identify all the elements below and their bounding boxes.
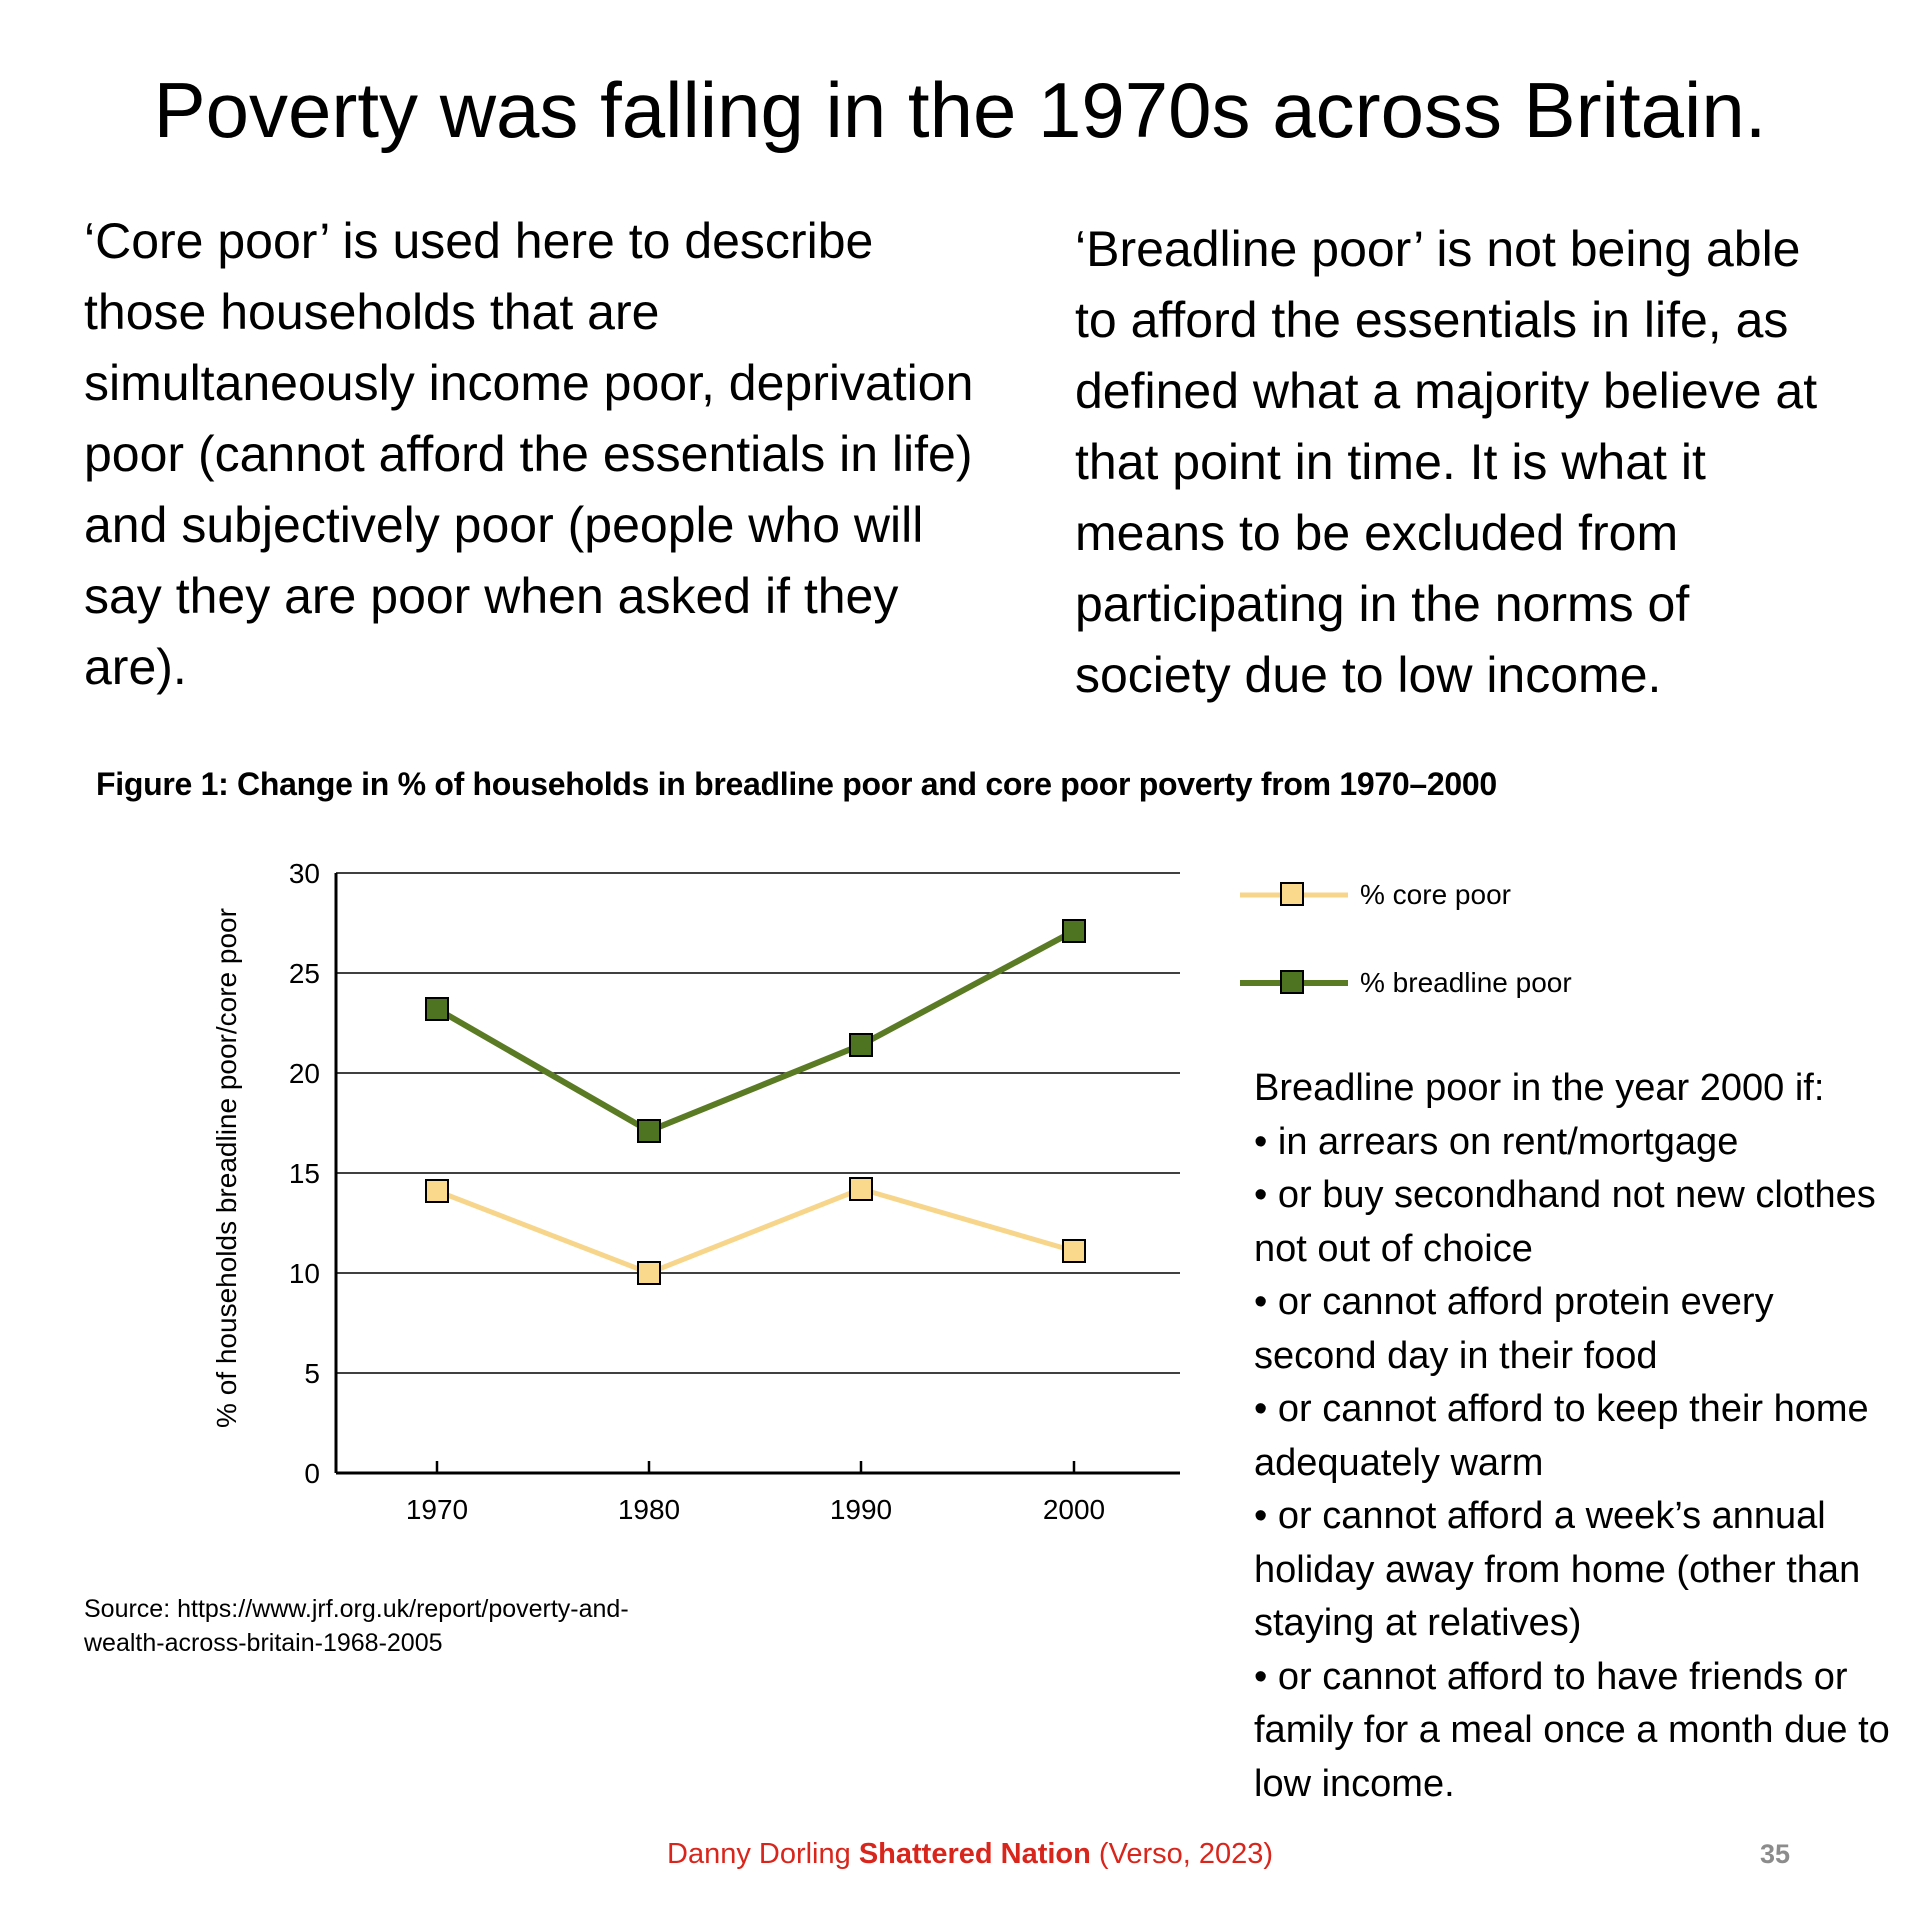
slide-footer: Danny Dorling Shattered Nation (Verso, 2…: [0, 1835, 1920, 1875]
y-tick-label: 20: [289, 1058, 320, 1089]
list-item: or cannot afford protein every second da…: [1254, 1276, 1894, 1383]
figure-caption: Figure 1: Change in % of households in b…: [96, 766, 1497, 802]
data-point-breadline-poor: [637, 1119, 661, 1143]
list-item: or cannot afford to keep their home adeq…: [1254, 1383, 1894, 1490]
data-point-core-poor: [849, 1177, 873, 1201]
core-poor-definition: ‘Core poor’ is used here to describe tho…: [84, 213, 974, 695]
chart-series: [425, 919, 1086, 1285]
data-point-core-poor: [1062, 1239, 1086, 1263]
breadline-criteria-heading: Breadline poor in the year 2000 if:: [1254, 1067, 1825, 1109]
slide-title: Poverty was falling in the 1970s across …: [153, 66, 1767, 154]
list-item: in arrears on rent/mortgage: [1254, 1116, 1894, 1170]
data-point-core-poor: [425, 1179, 449, 1203]
y-axis-title: % of households breadline poor/core poor: [211, 908, 242, 1428]
breadline-poor-definition: ‘Breadline poor’ is not being able to af…: [1075, 221, 1818, 703]
x-tick-label: 2000: [1043, 1494, 1105, 1525]
series-line-breadline-poor: [435, 928, 1076, 1134]
breadline-criteria-list: in arrears on rent/mortgage or buy secon…: [1254, 1116, 1894, 1812]
x-tick-label: 1970: [406, 1494, 468, 1525]
data-point-breadline-poor: [1062, 919, 1086, 943]
book-citation: Danny Dorling Shattered Nation (Verso, 2…: [667, 1835, 1273, 1873]
legend-core-poor-marker: [1280, 882, 1304, 906]
list-item: or cannot afford a week’s annual holiday…: [1254, 1490, 1894, 1651]
y-tick-label: 25: [289, 958, 320, 989]
x-tick-label: 1980: [618, 1494, 680, 1525]
legend-core-poor-label: % core poor: [1360, 879, 1511, 910]
legend-breadline-poor-marker: [1280, 970, 1304, 994]
list-item: or cannot afford to have friends or fami…: [1254, 1651, 1894, 1812]
data-point-core-poor: [637, 1261, 661, 1285]
legend-breadline-poor-label: % breadline poor: [1360, 967, 1572, 998]
y-tick-label: 10: [289, 1258, 320, 1289]
citation-publisher: (Verso, 2023): [1090, 1838, 1274, 1870]
citation-book-title: Shattered Nation: [858, 1838, 1091, 1870]
chart-axes: 0 5 10 15 20 25 30 1970 1980 1990 2000: [289, 858, 1180, 1525]
source-citation: Source: https://www.jrf.org.uk/report/po…: [84, 1595, 629, 1657]
series-line-core-poor: [436, 1186, 1075, 1276]
chart-legend: % core poor % breadline poor: [1238, 875, 1658, 1051]
legend-item-core-poor: % core poor: [1238, 875, 1658, 963]
legend-item-breadline-poor: % breadline poor: [1238, 963, 1658, 1051]
list-item: or buy secondhand not new clothes not ou…: [1254, 1169, 1894, 1276]
y-tick-label: 0: [304, 1458, 320, 1489]
y-tick-label: 5: [304, 1358, 320, 1389]
breadline-criteria-box: Breadline poor in the year 2000 if: in a…: [1254, 1062, 1894, 1811]
data-point-breadline-poor: [425, 997, 449, 1021]
y-tick-label: 15: [289, 1158, 320, 1189]
data-point-breadline-poor: [849, 1033, 873, 1057]
chart-gridlines: [336, 872, 1180, 1374]
citation-author: Danny Dorling: [667, 1838, 859, 1870]
page-number: 35: [1760, 1839, 1791, 1869]
y-tick-label: 30: [289, 858, 320, 889]
x-tick-label: 1990: [830, 1494, 892, 1525]
